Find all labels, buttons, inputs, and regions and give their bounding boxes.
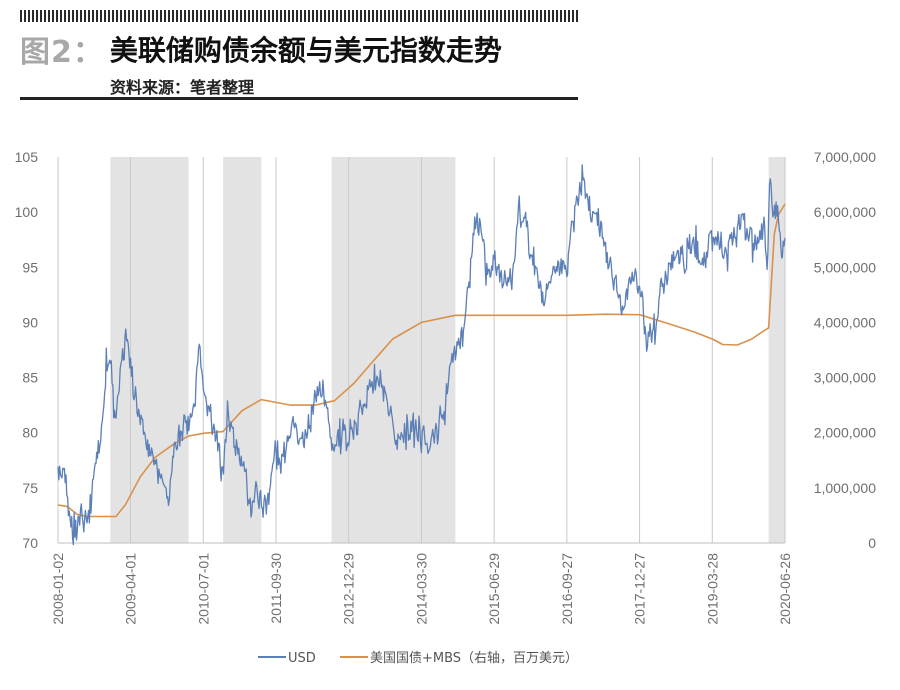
y-left-tick-label-6: 100 [15,204,39,220]
x-tick-label-10: 2020-06-26 [777,553,793,625]
series-usd [57,164,786,546]
figure-label: 图2： [20,35,104,70]
y-left-tick-label-1: 75 [22,480,38,496]
shaded-period-1 [110,157,189,543]
y-right-tick-label-0: 0 [868,535,876,551]
shaded-periods [110,157,785,543]
x-tick-label-2: 2010-07-01 [195,553,211,625]
x-tick-label-1: 2009-04-01 [123,553,139,625]
x-tick-label-7: 2016-09-27 [559,553,575,625]
legend-assets-label: 美国国债+MBS（右轴，百万美元） [370,651,578,666]
treasury-mbs-line [57,203,786,518]
x-tick-label-5: 2014-03-30 [413,553,429,625]
shaded-period-2 [223,157,262,543]
source-note: 资料来源：笔者整理 [110,78,255,97]
x-tick-label-3: 2011-09-30 [268,553,284,624]
dotted-bar [20,10,578,22]
x-tick-label-9: 2019-03-28 [704,553,720,625]
x-tick-label-4: 2012-12-29 [341,553,357,625]
x-tick-label-6: 2015-06-29 [486,553,502,625]
y-left-tick-label-2: 80 [22,425,38,441]
y-right-tick-label-3: 3,000,000 [814,370,876,386]
y-right-tick-label-4: 4,000,000 [814,314,876,330]
usd-line [57,164,786,546]
axes: 70 75 80 85 90 95 100 105 0 1,000,000 2,000,000 3,0… [15,149,877,625]
y-right-tick-label-6: 6,000,000 [814,204,876,220]
x-tick-label-8: 2017-12-27 [632,553,648,625]
series-treasury-mbs [57,203,786,518]
y-left-tick-label-7: 105 [15,149,39,165]
legend-usd-label: USD [288,651,316,666]
x-tick-label-0: 2008-01-02 [50,553,66,625]
y-left-tick-label-3: 85 [22,370,38,386]
title-row: 图2： 美联储购债余额与美元指数走势 [20,26,580,72]
y-right-tick-label-7: 7,000,000 [814,149,876,165]
header: 图2： 美联储购债余额与美元指数走势 资料来源：笔者整理 [20,10,580,98]
y-right-tick-label-5: 5,000,000 [814,259,876,275]
y-right-tick-label-2: 2,000,000 [814,425,876,441]
y-left-tick-label-4: 90 [22,314,38,330]
grid-lines [57,157,786,543]
shaded-period-3 [331,157,456,543]
y-left-tick-label-5: 95 [22,259,38,275]
chart-title: 美联储购债余额与美元指数走势 [109,34,502,67]
y-left-tick-label-0: 70 [22,535,38,551]
header-rule [20,97,578,100]
legend: USD 美国国债+MBS（右轴，百万美元） [258,651,578,666]
y-right-tick-label-1: 1,000,000 [814,480,876,496]
